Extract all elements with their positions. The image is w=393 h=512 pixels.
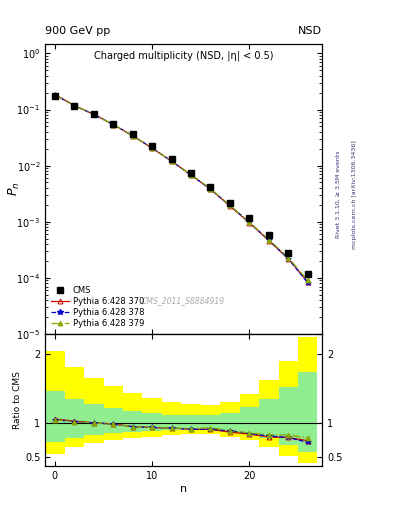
Text: 900 GeV pp: 900 GeV pp: [45, 26, 110, 36]
Y-axis label: Ratio to CMS: Ratio to CMS: [13, 371, 22, 429]
Text: CMS_2011_S8884919: CMS_2011_S8884919: [142, 296, 225, 305]
X-axis label: n: n: [180, 483, 187, 494]
Y-axis label: $P_n$: $P_n$: [7, 181, 22, 196]
Text: Rivet 3.1.10, ≥ 3.5M events: Rivet 3.1.10, ≥ 3.5M events: [336, 151, 341, 238]
Text: Charged multiplicity (NSD, |η| < 0.5): Charged multiplicity (NSD, |η| < 0.5): [94, 51, 274, 61]
Text: NSD: NSD: [298, 26, 322, 36]
Text: mcplots.cern.ch [arXiv:1306.3436]: mcplots.cern.ch [arXiv:1306.3436]: [352, 140, 357, 249]
Legend: CMS, Pythia 6.428 370, Pythia 6.428 378, Pythia 6.428 379: CMS, Pythia 6.428 370, Pythia 6.428 378,…: [50, 284, 146, 330]
